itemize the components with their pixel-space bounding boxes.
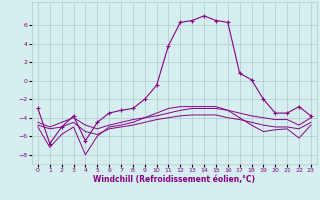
X-axis label: Windchill (Refroidissement éolien,°C): Windchill (Refroidissement éolien,°C) <box>93 175 255 184</box>
